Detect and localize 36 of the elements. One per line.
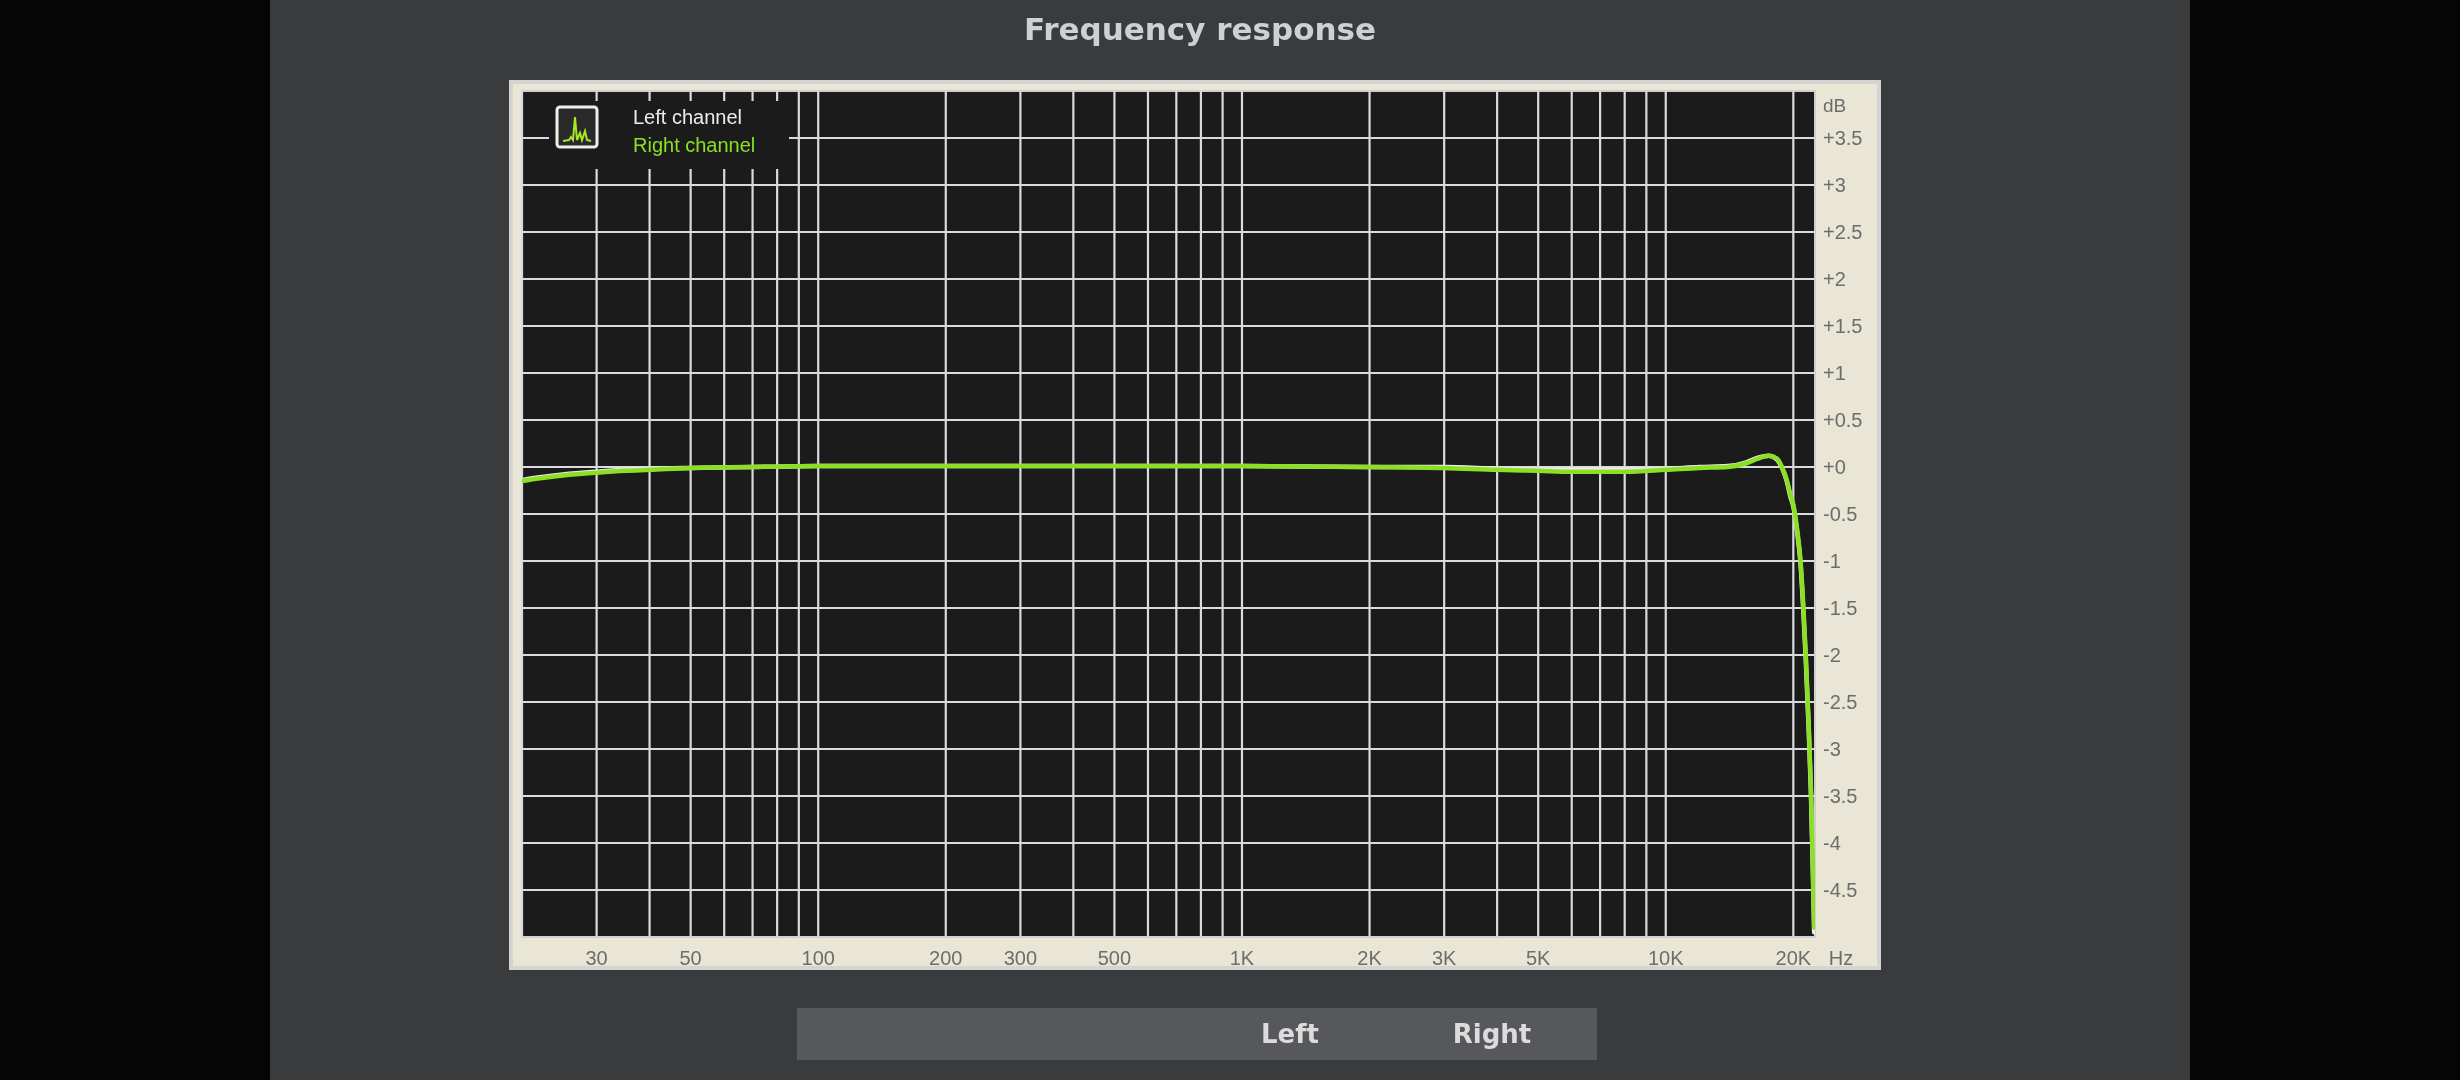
y-tick-label: +2 bbox=[1823, 268, 1846, 290]
x-tick-label: 3K bbox=[1431, 947, 1458, 969]
y-tick-label: -3.5 bbox=[1823, 785, 1858, 807]
y-tick-label: -1 bbox=[1823, 550, 1841, 572]
y-tick-label: -1.5 bbox=[1823, 597, 1858, 619]
y-tick-label: +2.5 bbox=[1823, 221, 1863, 243]
x-tick-label: 100 bbox=[801, 947, 835, 969]
x-tick-label: 30 bbox=[585, 947, 608, 969]
y-tick-label: +1.5 bbox=[1823, 315, 1863, 337]
x-tick-label: 5K bbox=[1525, 947, 1552, 969]
y-tick-label: -0.5 bbox=[1823, 503, 1858, 525]
x-tick-label: 20K bbox=[1775, 947, 1812, 969]
x-tick-label: 2K bbox=[1357, 947, 1383, 969]
x-tick-label: 1K bbox=[1229, 947, 1255, 969]
y-tick-label: -4 bbox=[1823, 832, 1841, 854]
y-tick-label: +3.5 bbox=[1823, 127, 1863, 149]
y-tick-label: -4.5 bbox=[1823, 879, 1858, 901]
x-tick-label: 50 bbox=[679, 947, 702, 969]
x-tick-label: 500 bbox=[1097, 947, 1132, 969]
x-tick-label: 200 bbox=[929, 947, 963, 969]
text: Right bbox=[1452, 1019, 1532, 1050]
y-tick-label: -2 bbox=[1823, 644, 1841, 666]
x-axis-title: Hz bbox=[1828, 947, 1854, 969]
y-axis-title: dB bbox=[1823, 94, 1847, 116]
y-tick-label: +0 bbox=[1823, 456, 1846, 478]
legend-label: Left channel bbox=[633, 106, 742, 128]
y-tick-label: -2.5 bbox=[1823, 691, 1858, 713]
y-tick-label: +1 bbox=[1823, 362, 1846, 384]
text: Left bbox=[1261, 1019, 1319, 1050]
x-tick-label: 10K bbox=[1647, 947, 1685, 969]
y-tick-label: +3 bbox=[1823, 174, 1846, 196]
y-tick-label: -3 bbox=[1823, 738, 1841, 760]
x-tick-label: 300 bbox=[1003, 947, 1038, 969]
text: Right channel bbox=[633, 134, 756, 156]
y-tick-label: +0.5 bbox=[1823, 409, 1863, 431]
chart-title: Frequency response bbox=[1023, 11, 1377, 47]
